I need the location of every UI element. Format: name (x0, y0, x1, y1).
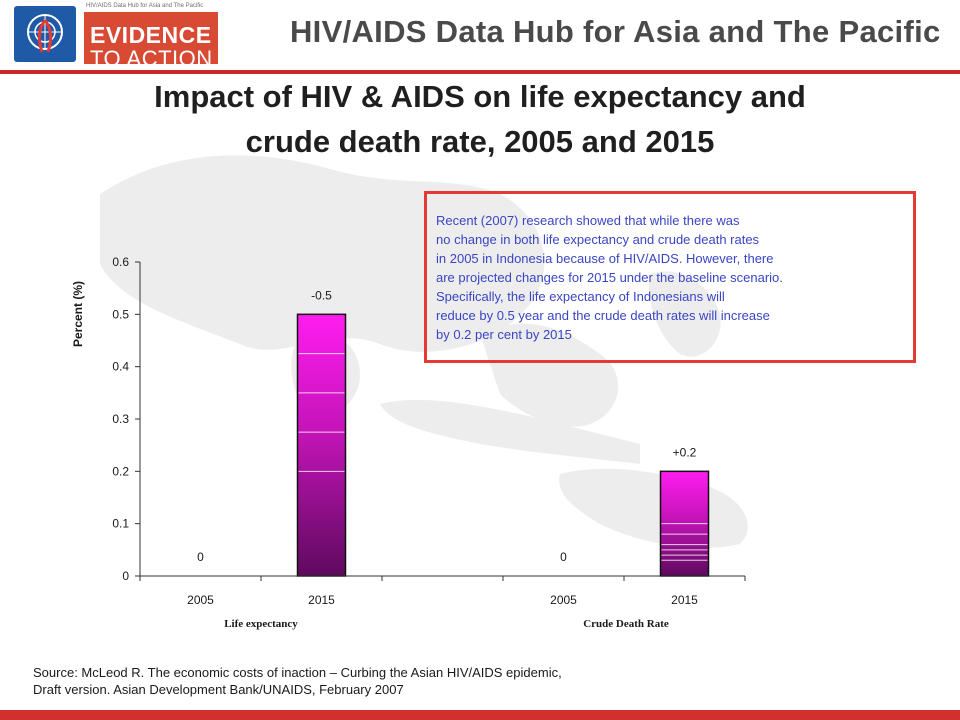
y-tick-label: 0.1 (112, 517, 129, 531)
group-label-crude-death-rate: Crude Death Rate (583, 618, 669, 630)
header: HIV/AIDS Data Hub for Asia and The Pacif… (0, 0, 960, 71)
y-axis-label: Percent (%) (71, 281, 85, 347)
source-line-2: Draft version. Asian Development Bank/UN… (33, 682, 404, 697)
note-line-5: Specifically, the life expectancy of Ind… (436, 289, 725, 304)
research-note: Recent (2007) research showed that while… (424, 191, 916, 363)
page-title-line1: Impact of HIV & AIDS on life expectancy … (154, 79, 806, 114)
footer-bar (0, 710, 960, 720)
note-line-6: reduce by 0.5 year and the crude death r… (436, 308, 770, 323)
data-label: 0 (560, 550, 567, 564)
source-citation: Source: McLeod R. The economic costs of … (33, 664, 562, 698)
y-tick-label: 0.3 (112, 412, 129, 426)
x-tick-label: 2015 (671, 593, 698, 607)
x-tick-label: 2005 (550, 593, 577, 607)
page-title-line2: crude death rate, 2005 and 2015 (245, 124, 715, 159)
un-logo (14, 6, 76, 62)
y-tick-label: 0.4 (112, 360, 129, 374)
y-tick-label: 0.2 (112, 464, 129, 478)
y-tick-label: 0 (122, 569, 129, 583)
note-line-2: no change in both life expectancy and cr… (436, 232, 760, 247)
header-divider (0, 70, 960, 74)
note-line-7: by 0.2 per cent by 2015 (436, 327, 572, 342)
note-line-1: Recent (2007) research showed that while… (436, 213, 740, 228)
hub-title: HIV/AIDS Data Hub for Asia and The Pacif… (290, 14, 941, 49)
x-tick-label: 2005 (187, 593, 214, 607)
brand-line1: EVIDENCE (90, 22, 212, 48)
note-line-3: in 2005 in Indonesia because of HIV/AIDS… (436, 251, 774, 266)
y-tick-label: 0.6 (112, 255, 129, 269)
y-tick-label: 0.5 (112, 307, 129, 321)
un-emblem-icon (27, 14, 63, 53)
evidence-to-action-logo: HIV/AIDS Data Hub for Asia and The Pacif… (84, 3, 222, 71)
data-label: -0.5 (311, 288, 332, 302)
brand-line2: TO ACTION (90, 46, 213, 71)
data-label: 0 (197, 550, 204, 564)
brand-box: EVIDENCE TO ACTION (84, 12, 218, 71)
data-label: +0.2 (673, 445, 697, 459)
x-tick-label: 2015 (308, 593, 335, 607)
source-line-1: Source: McLeod R. The economic costs of … (33, 665, 562, 680)
brand-tagline: HIV/AIDS Data Hub for Asia and The Pacif… (86, 3, 204, 9)
page-title: Impact of HIV & AIDS on life expectancy … (0, 74, 960, 164)
note-line-4: are projected changes for 2015 under the… (436, 270, 783, 285)
group-label-life-expectancy: Life expectancy (224, 618, 298, 630)
